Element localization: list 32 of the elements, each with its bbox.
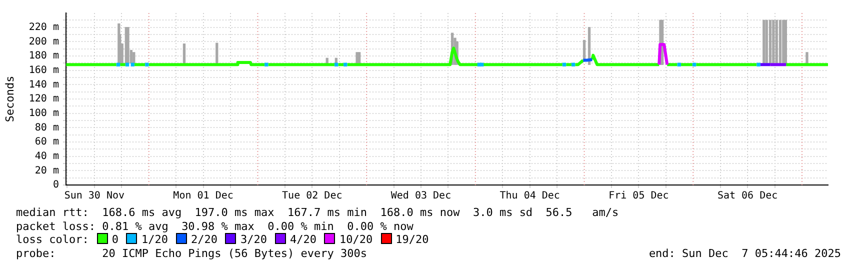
text: median rtt: 168.6 ms avg 197.0 ms max 167.7 ms min 168.0 ms now 3.0 ms sd 56.5 am/s — [16, 206, 619, 219]
x-tick-label: Fri 05 Dec — [608, 190, 669, 202]
y-tick-label: 60 m — [34, 136, 59, 148]
y-tick-label: 40 m — [34, 150, 59, 162]
text: end: Sun Dec 7 05:44:46 2025 — [648, 246, 841, 260]
x-tick-label: Sat 06 Dec — [717, 190, 778, 202]
legend-title: loss color: — [16, 233, 89, 246]
y-tick-label: 200 m — [28, 36, 59, 48]
text: probe: 20 ICMP Echo Pings (56 Bytes) every 300s — [16, 246, 367, 260]
x-tick-label: Tue 02 Dec — [282, 190, 342, 202]
y-tick-label: 220 m — [28, 22, 59, 33]
y-tick-label: 180 m — [28, 50, 59, 62]
x-tick-label: Thu 04 Dec — [500, 190, 560, 202]
y-tick-label: 160 m — [28, 64, 59, 76]
legend-label: 10/20 — [339, 233, 373, 246]
legend-label: 4/20 — [290, 233, 316, 246]
y-tick-label: 20 m — [34, 165, 59, 176]
legend-label: 3/20 — [240, 233, 267, 246]
y-tick-label: 0 — [52, 180, 59, 191]
text: packet loss: 0.81 % avg 30.98 % max 0.00 % min 0.00 % now — [16, 220, 414, 232]
x-tick-label: Wed 03 Dec — [390, 190, 452, 202]
legend-label: 19/20 — [396, 233, 429, 246]
y-tick-label: 80 m — [34, 122, 59, 134]
y-tick-label: 140 m — [28, 79, 59, 90]
y-tick-label: 100 m — [28, 108, 59, 119]
legend-label: 2/20 — [190, 233, 218, 246]
y-tick-label: 120 m — [28, 94, 59, 105]
x-tick-label: Sun 30 Nov — [64, 190, 125, 202]
legend-label: 1/20 — [141, 233, 168, 246]
y-axis-title: Seconds — [3, 76, 16, 122]
legend-label: 0 — [112, 233, 118, 246]
x-tick-label: Mon 01 Dec — [173, 190, 234, 202]
